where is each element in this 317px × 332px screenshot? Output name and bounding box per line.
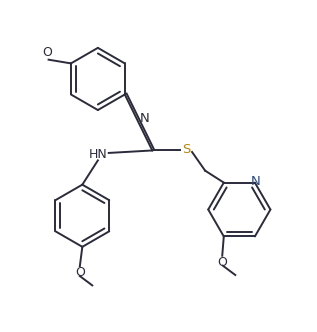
Text: N: N: [139, 112, 149, 125]
Text: O: O: [75, 267, 85, 280]
Text: O: O: [217, 256, 227, 269]
Text: O: O: [42, 46, 52, 59]
Text: HN: HN: [88, 148, 107, 161]
Text: N: N: [251, 176, 260, 189]
Text: S: S: [182, 143, 191, 156]
